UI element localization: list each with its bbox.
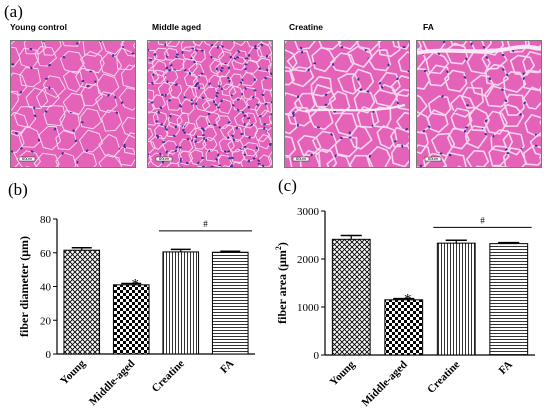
x-tick-label: Middle-aged — [87, 358, 137, 408]
scale-bar: 60um — [424, 156, 442, 162]
bar-creatine — [162, 251, 200, 355]
scale-bar-label: 60um — [22, 156, 33, 161]
significance-asterisk: * — [404, 292, 412, 308]
y-tick-label: 80 — [40, 214, 52, 226]
y-tick-label: 0 — [46, 349, 52, 361]
scale-bar: 60um — [18, 156, 36, 162]
bar-creatine — [436, 242, 476, 356]
scale-bar-label: 60um — [296, 156, 307, 161]
bar-middle-aged — [112, 284, 150, 355]
fiber-area-chart: 0 1000 2000 3000 fiber area (μm2) Young Middle… — [274, 206, 535, 409]
error-bar — [71, 246, 92, 251]
panel-label-b: (b) — [8, 180, 28, 199]
bar-fa — [489, 243, 529, 356]
y-axis-title: fiber area (μm2) — [274, 242, 289, 324]
error-bar — [340, 234, 362, 240]
significance-hash: # — [480, 215, 485, 225]
scale-bar-label: 60um — [428, 156, 439, 161]
micrograph-young: 60um — [10, 40, 136, 168]
scale-bar: 60um — [292, 156, 310, 162]
micrograph-title-creatine: Creatine — [289, 22, 324, 32]
significance-asterisk: * — [132, 276, 140, 292]
bar-young — [331, 238, 371, 356]
y-axis-title: fiber diameter (μm) — [17, 236, 31, 337]
x-tick-label: FA — [218, 358, 236, 376]
significance-hash: # — [203, 219, 208, 229]
panel-label-a: (a) — [4, 2, 23, 21]
error-bar — [445, 239, 467, 244]
bar-fa — [211, 251, 249, 355]
error-bar — [220, 250, 241, 253]
bar-middle-aged — [384, 299, 424, 356]
error-bar — [170, 248, 191, 252]
y-tick-label: 0 — [314, 350, 320, 362]
x-tick-label: Middle-aged — [359, 359, 409, 409]
scale-bar: 60um — [155, 156, 173, 162]
micrograph-fa: 60um — [416, 40, 542, 168]
x-tick-label: Creatine — [425, 359, 462, 396]
y-tick-label: 40 — [40, 282, 52, 294]
panel-label-c: (c) — [278, 176, 297, 195]
micrograph-creatine: 60um — [284, 40, 410, 168]
micrograph-title-fa: FA — [423, 22, 434, 32]
y-tick-label: 1000 — [297, 302, 320, 314]
scale-bar-label: 60um — [159, 156, 170, 161]
x-tick-label: Creatine — [150, 358, 187, 395]
y-tick-label: 20 — [40, 315, 52, 327]
bar-young — [63, 249, 101, 355]
fiber-diameter-chart: 0 20 40 60 80 fiber diameter (μm) Young Middle-… — [17, 214, 255, 408]
micrograph-title-young: Young control — [10, 22, 67, 32]
error-bar — [121, 282, 142, 285]
error-bar — [393, 297, 415, 300]
error-bar — [498, 241, 520, 244]
micrograph-middle-aged: 60um — [147, 40, 273, 168]
y-tick-label: 60 — [40, 248, 52, 260]
y-tick-label: 2000 — [297, 254, 320, 266]
x-tick-label: Young — [58, 357, 88, 387]
micrograph-title-middle-aged: Middle aged — [152, 22, 202, 32]
x-tick-label: FA — [497, 359, 515, 377]
y-tick-label: 3000 — [297, 206, 320, 218]
x-tick-label: Young — [328, 358, 358, 388]
